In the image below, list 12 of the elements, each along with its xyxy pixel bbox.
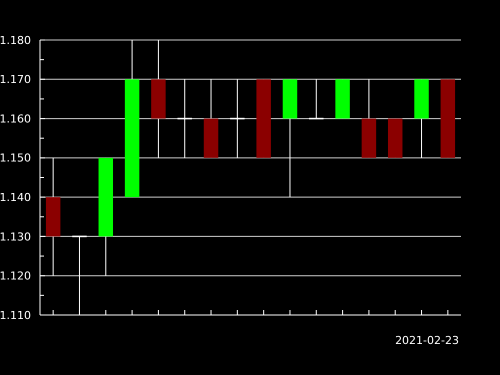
text: 2021-02-23 [395, 334, 459, 347]
candlestick [177, 78, 192, 158]
y-tick-label: 1.170 [0, 73, 31, 86]
candlestick [309, 78, 324, 120]
y-tick-label: 1.130 [0, 230, 31, 244]
y-tick-label: 1.110 [0, 308, 31, 322]
y-tick-label: 1.180 [0, 34, 31, 47]
y-tick-label: 1.120 [0, 270, 31, 283]
y-tick-label: 1.150 [0, 152, 31, 165]
y-tick-label: 1.140 [0, 190, 31, 204]
y-tick-label: 1.160 [0, 112, 31, 126]
candlestick [230, 78, 245, 158]
